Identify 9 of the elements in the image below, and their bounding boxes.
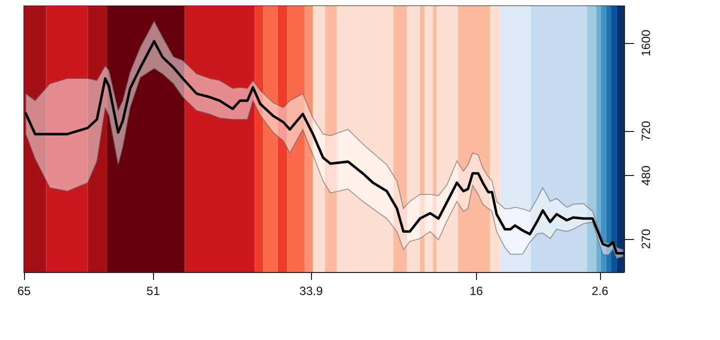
x-tick-label: 2.6 [592, 284, 609, 298]
x-tick-label: 65 [17, 284, 31, 298]
y-tick-label: 480 [639, 165, 653, 186]
x-tick-label: 51 [146, 284, 160, 298]
y-tick-label: 720 [639, 120, 653, 141]
y-tick-label: 270 [639, 228, 653, 249]
y-tick-label: 1600 [639, 29, 653, 56]
x-tick-label: 33.9 [299, 284, 324, 298]
x-tick-label: 16 [470, 284, 484, 298]
